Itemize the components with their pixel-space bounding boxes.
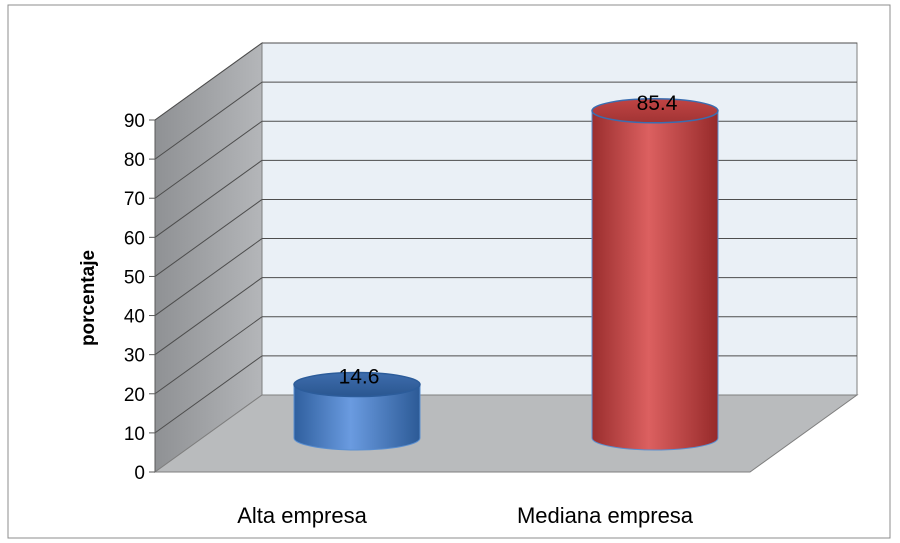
bar-1-top xyxy=(293,371,421,398)
category-label-2: Mediana empresa xyxy=(517,503,694,528)
bars: 14.6 85.4 xyxy=(293,92,719,451)
y-axis-title: porcentaje xyxy=(78,250,99,346)
y-tick-label: 30 xyxy=(124,346,145,367)
gridline-side xyxy=(154,81,263,160)
data-label-2: 85.4 xyxy=(637,92,678,115)
gridline-side xyxy=(154,42,263,121)
y-tick-label: 10 xyxy=(124,424,145,445)
data-label-1: 14.6 xyxy=(339,366,380,389)
chart-border xyxy=(7,4,891,539)
y-tick-label: 90 xyxy=(124,111,145,132)
category-labels: Alta empresa Mediana empresa xyxy=(237,503,694,528)
gridline-side xyxy=(154,277,263,356)
bar-1-body xyxy=(293,384,421,451)
gridlines xyxy=(154,42,857,434)
y-tick-label: 60 xyxy=(124,228,145,249)
back-wall xyxy=(261,42,858,396)
bar-2-top xyxy=(591,98,719,124)
gridline-side xyxy=(154,199,263,277)
y-tick-label: 20 xyxy=(124,385,145,406)
category-label-1: Alta empresa xyxy=(237,503,367,528)
bar-2-body xyxy=(591,110,719,451)
gridline-side xyxy=(154,159,263,238)
y-tick-label: 80 xyxy=(124,150,145,171)
floor xyxy=(153,394,859,473)
gridline-side xyxy=(154,355,263,434)
gridline-side xyxy=(154,238,263,316)
bar-1: 14.6 xyxy=(293,366,421,451)
bar-2: 85.4 xyxy=(591,92,719,451)
y-tick-label: 50 xyxy=(124,267,145,288)
y-axis: 0 10 20 30 40 50 60 70 80 90 xyxy=(124,111,156,484)
gridline-side xyxy=(154,316,263,395)
y-tick-label: 70 xyxy=(124,189,145,210)
y-tick-label: 40 xyxy=(124,307,145,328)
y-tick-label: 0 xyxy=(134,463,145,484)
gridline-side xyxy=(154,120,263,199)
